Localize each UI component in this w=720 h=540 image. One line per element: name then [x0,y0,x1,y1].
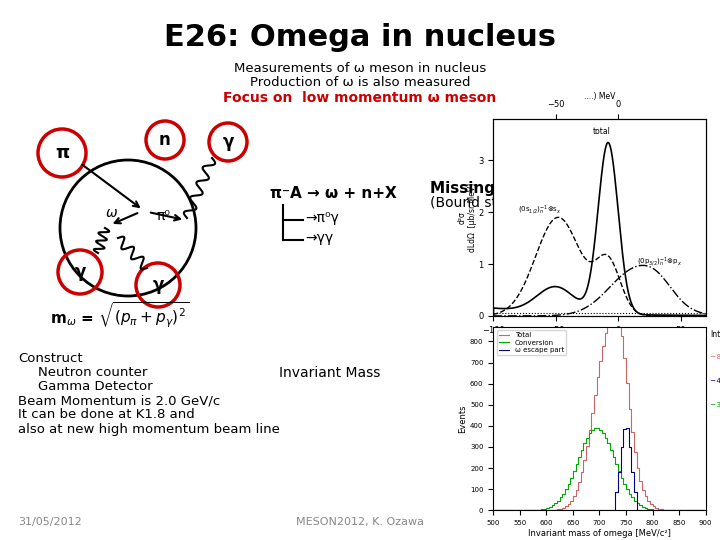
Text: 31/05/2012: 31/05/2012 [18,517,82,527]
Conversion [490,507,499,514]
X-axis label: ....) MeV: ....) MeV [584,92,615,100]
Text: Neutron counter: Neutron counter [38,367,148,380]
Text: Calculation for ¹²C(π⁻, n)¹¹Bω: Calculation for ¹²C(π⁻, n)¹¹Bω [510,138,673,148]
Text: ─ 4866: ─ 4866 [710,378,720,384]
Text: Construct: Construct [18,352,83,365]
Total [636,477,645,484]
ω escape part [700,507,708,514]
Text: γ: γ [74,263,86,281]
Text: Measurements of ω meson in nucleus: Measurements of ω meson in nucleus [234,62,486,75]
total [489,313,498,319]
Conversion [700,507,708,514]
Text: Gamma Detector: Gamma Detector [38,381,153,394]
Text: n: n [159,131,171,149]
Text: Integral: Integral [710,330,720,339]
Total [700,507,708,514]
ω escape part [583,507,592,514]
Text: (0s$_{1/2}$)$_n^{-1}$⊗s$_x$: (0s$_{1/2}$)$_n^{-1}$⊗s$_x$ [518,204,562,217]
Line: total: total [493,143,706,316]
Text: MESON2012, K. Ozawa: MESON2012, K. Ozawa [296,517,424,527]
Text: also at new high momentum beam line: also at new high momentum beam line [18,422,280,435]
Total [583,443,592,449]
Conversion [636,502,645,509]
Line: ω escape part: ω escape part [495,428,704,510]
ω escape part [679,507,688,514]
Text: (0p$_{3/2}$)$_n^{-1}$⊗p$_x$: (0p$_{3/2}$)$_n^{-1}$⊗p$_x$ [637,255,682,268]
ω escape part [618,443,626,450]
ω escape part [615,468,624,475]
Line: Total: Total [495,310,704,510]
Text: γ: γ [153,276,163,294]
ω escape part [623,425,631,431]
Text: π⁻A → ω + n+X: π⁻A → ω + n+X [270,186,397,200]
Total [629,429,637,436]
total [590,244,598,251]
Text: ω: ω [106,206,118,220]
ω escape part [629,468,637,475]
Text: ─ 3434: ─ 3434 [710,402,720,408]
Conversion [591,425,600,431]
Legend: Total, Conversion, ω escape part: Total, Conversion, ω escape part [497,330,566,355]
total [696,312,705,319]
Conversion [618,474,626,481]
Text: It can be done at K1.8 and: It can be done at K1.8 and [18,408,194,422]
Text: Invariant Mass: Invariant Mass [279,366,381,380]
Text: E26: Omega in nucleus: E26: Omega in nucleus [164,24,556,52]
total [591,232,600,239]
Text: π: π [55,144,69,162]
Conversion [629,494,637,501]
total [616,227,624,233]
ω escape part [490,507,499,514]
Total [618,333,626,340]
Total [490,507,499,514]
Conversion [679,507,688,514]
Total [610,307,618,314]
Line: Conversion: Conversion [495,428,704,510]
total [604,139,613,146]
Total [679,507,688,514]
Conversion [621,481,629,487]
Conversion [583,435,592,441]
Text: Production of ω is also measured: Production of ω is also measured [250,77,470,90]
Text: Beam Momentum is 2.0 GeV/c: Beam Momentum is 2.0 GeV/c [18,395,220,408]
total [663,312,672,319]
Text: Focus on  low momentum ω meson: Focus on low momentum ω meson [223,91,497,105]
X-axis label: Invariant mass of omega [MeV/c²]: Invariant mass of omega [MeV/c²] [528,529,671,538]
Text: π⁰: π⁰ [156,209,170,223]
X-axis label: L$_{ex}$ - L$_0$ [MeV]: L$_{ex}$ - L$_0$ [MeV] [570,338,629,350]
Y-axis label: d²σ
dLdΩ  [μb/sr MeV]: d²σ dLdΩ [μb/sr MeV] [457,183,477,252]
Text: γ: γ [222,133,234,151]
Text: total: total [593,127,611,137]
total [604,139,613,146]
total [701,312,710,319]
Text: →γγ: →γγ [305,231,333,245]
Text: Missing Mass: Missing Mass [430,180,544,195]
Text: m$_\omega$ = $\sqrt{(p_\pi + p_\gamma)^2}$: m$_\omega$ = $\sqrt{(p_\pi + p_\gamma)^2… [50,300,189,330]
Text: →π⁰γ: →π⁰γ [305,211,338,225]
ω escape part [636,507,645,514]
Text: H. Nagahiro et al,: H. Nagahiro et al, [510,125,608,135]
Y-axis label: Events: Events [458,404,467,433]
Text: (Bound state?): (Bound state?) [430,196,532,210]
Text: ─ 8300: ─ 8300 [710,354,720,360]
Total [621,355,629,361]
